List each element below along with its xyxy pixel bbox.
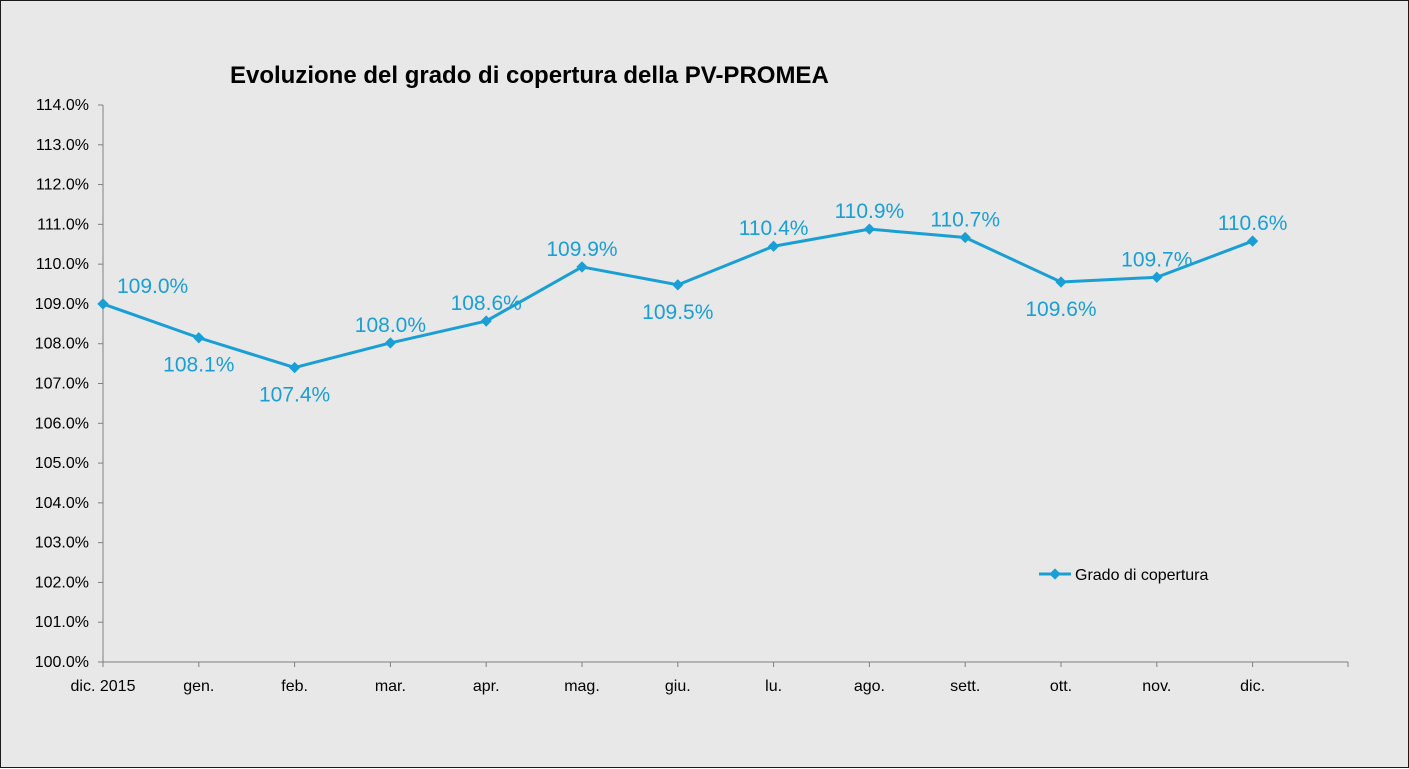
data-point-marker (959, 231, 971, 244)
x-tick-label: dic. (1240, 678, 1265, 695)
y-tick-label: 109.0% (35, 296, 89, 313)
data-label: 110.4% (739, 217, 809, 240)
y-tick-label: 105.0% (35, 455, 89, 472)
data-point-marker (576, 261, 588, 273)
y-tick-label: 102.0% (35, 574, 89, 591)
x-tick-label: ago. (854, 678, 885, 695)
series-line (97, 223, 1259, 374)
y-tick-label: 111.0% (37, 216, 89, 233)
x-tick-label: nov. (1142, 678, 1171, 695)
data-point-marker (1151, 271, 1163, 283)
data-label: 110.6% (1218, 212, 1288, 235)
legend-label: Grado di copertura (1075, 567, 1209, 584)
y-tick-label: 101.0% (35, 614, 89, 631)
chart-title: Evoluzione del grado di copertura della … (230, 62, 829, 89)
y-tick-label: 114.0% (36, 97, 89, 114)
data-label: 109.9% (546, 238, 617, 261)
y-tick-label: 106.0% (35, 415, 89, 432)
y-tick-label: 107.0% (35, 376, 89, 393)
x-tick-label: gen. (183, 678, 214, 695)
data-point-marker (1246, 235, 1259, 247)
data-label: 110.7% (930, 208, 1000, 231)
x-tick-label: feb. (281, 678, 308, 695)
data-point-marker (384, 337, 397, 349)
y-tick-label: 112.0% (36, 177, 89, 194)
data-point-marker (1055, 276, 1067, 288)
x-tick-label: ott. (1050, 678, 1072, 695)
data-label: 109.7% (1121, 248, 1192, 271)
x-tick-label: lu. (765, 678, 782, 695)
y-tick-label: 103.0% (35, 535, 89, 552)
data-label: 108.6% (451, 292, 522, 315)
x-tick-label: sett. (950, 678, 980, 695)
y-tick-labels: 100.0% 101.0% 102.0% 103.0% 104.0% 105.0% 106.… (35, 97, 89, 671)
data-label: 107.4% (259, 384, 330, 407)
x-tick-label: mar. (375, 678, 406, 695)
legend-marker-icon (1049, 568, 1061, 580)
data-label: 109.5% (642, 301, 713, 324)
y-tick-label: 113.0% (36, 137, 89, 154)
x-tick-label: dic. 2015 (71, 678, 136, 695)
data-point-marker (288, 361, 301, 374)
data-label: 108.1% (163, 354, 234, 377)
data-label: 108.0% (355, 314, 426, 337)
data-label: 110.9% (835, 200, 905, 223)
data-point-marker (97, 298, 109, 310)
data-labels: 109.0% 108.1% 107.4% 108.0% 108.6% 109.9% 109.… (117, 200, 1287, 406)
data-point-marker (193, 332, 205, 344)
data-point-marker (672, 279, 684, 291)
data-point-marker (480, 315, 492, 327)
y-tick-label: 110.0% (36, 256, 89, 273)
data-point-marker (863, 223, 876, 235)
x-tick-labels: dic. 2015 gen. feb. mar. apr. mag. giu. lu. ago.… (71, 678, 1266, 695)
legend: Grado di copertura (1039, 567, 1209, 584)
x-tick-label: mag. (564, 678, 600, 695)
y-tick-label: 100.0% (35, 654, 89, 671)
data-label: 109.6% (1025, 298, 1096, 321)
data-point-marker (767, 240, 780, 252)
x-tick-label: giu. (665, 678, 691, 695)
y-tick-label: 108.0% (35, 336, 89, 353)
data-label: 109.0% (117, 275, 188, 298)
x-tick-label: apr. (473, 678, 500, 695)
y-tick-label: 104.0% (35, 495, 89, 512)
